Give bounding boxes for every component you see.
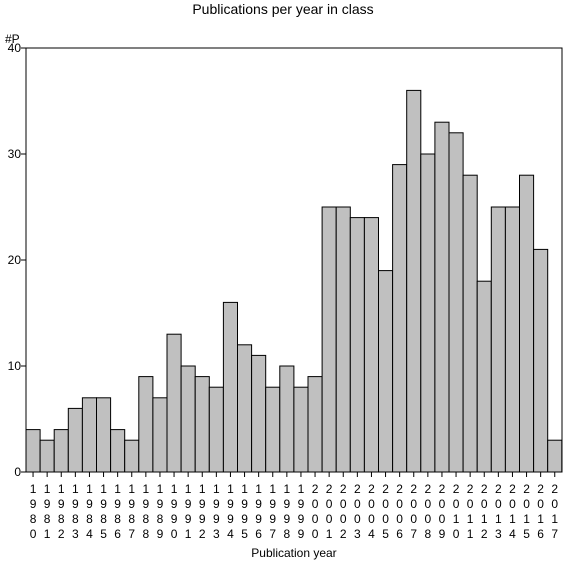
- bar-1992: [194, 376, 210, 473]
- bar-1988: [138, 376, 154, 473]
- chart-title: Publications per year in class: [192, 1, 373, 17]
- bar-2013: [490, 206, 506, 473]
- bar-2011: [462, 174, 478, 473]
- bar-1998: [279, 365, 295, 473]
- bar-1985: [96, 397, 112, 473]
- bar-1991: [180, 365, 196, 473]
- bar-1986: [110, 429, 126, 473]
- bar-2009: [434, 121, 450, 473]
- bar-2003: [349, 217, 365, 473]
- bar-2005: [378, 270, 394, 473]
- bars: [25, 89, 563, 473]
- bar-1982: [53, 429, 69, 473]
- bar-2008: [420, 153, 436, 473]
- bar-2015: [519, 174, 535, 473]
- bar-2006: [392, 164, 408, 473]
- y-tick-label: 10: [8, 359, 22, 373]
- bar-1983: [67, 407, 83, 473]
- bar-1981: [39, 439, 55, 473]
- bar-2017: [547, 439, 563, 473]
- y-tick-label: 20: [8, 253, 22, 267]
- bar-1999: [293, 386, 309, 473]
- bar-2004: [363, 217, 379, 473]
- bar-2016: [533, 248, 549, 473]
- bar-1989: [152, 397, 168, 473]
- bar-1993: [208, 386, 224, 473]
- bar-2007: [406, 89, 422, 473]
- bar-2014: [504, 206, 520, 473]
- bar-1994: [222, 301, 238, 473]
- plot-area-frame: [25, 47, 563, 473]
- bar-2000: [307, 376, 323, 473]
- bar-2012: [476, 280, 492, 473]
- bar-2001: [321, 206, 337, 473]
- y-tick-label: 40: [8, 41, 22, 55]
- bar-1996: [251, 354, 267, 473]
- x-axis: 1 9 8 0 1 9 8 1 1 9 8 2 1 9 8 3 1 9 8 4 1 9 8 5 1 9 8 6 1 9 8 7 1 9 8 8 1 9 8 9…: [30, 472, 558, 541]
- x-axis-label: Publication year: [251, 546, 336, 560]
- bar-1990: [166, 333, 182, 473]
- y-axis: 0 10 20 30 40: [8, 41, 26, 479]
- bar-1997: [265, 386, 281, 473]
- bar-1984: [81, 397, 98, 473]
- bar-2002: [335, 206, 351, 473]
- y-tick-label: 0: [14, 465, 21, 479]
- bar-2010: [448, 132, 464, 473]
- bar-1995: [237, 344, 253, 473]
- y-axis-label: #P: [5, 32, 20, 46]
- y-tick-label: 30: [8, 147, 22, 161]
- bar-1987: [124, 439, 140, 473]
- bar-1980: [25, 429, 41, 473]
